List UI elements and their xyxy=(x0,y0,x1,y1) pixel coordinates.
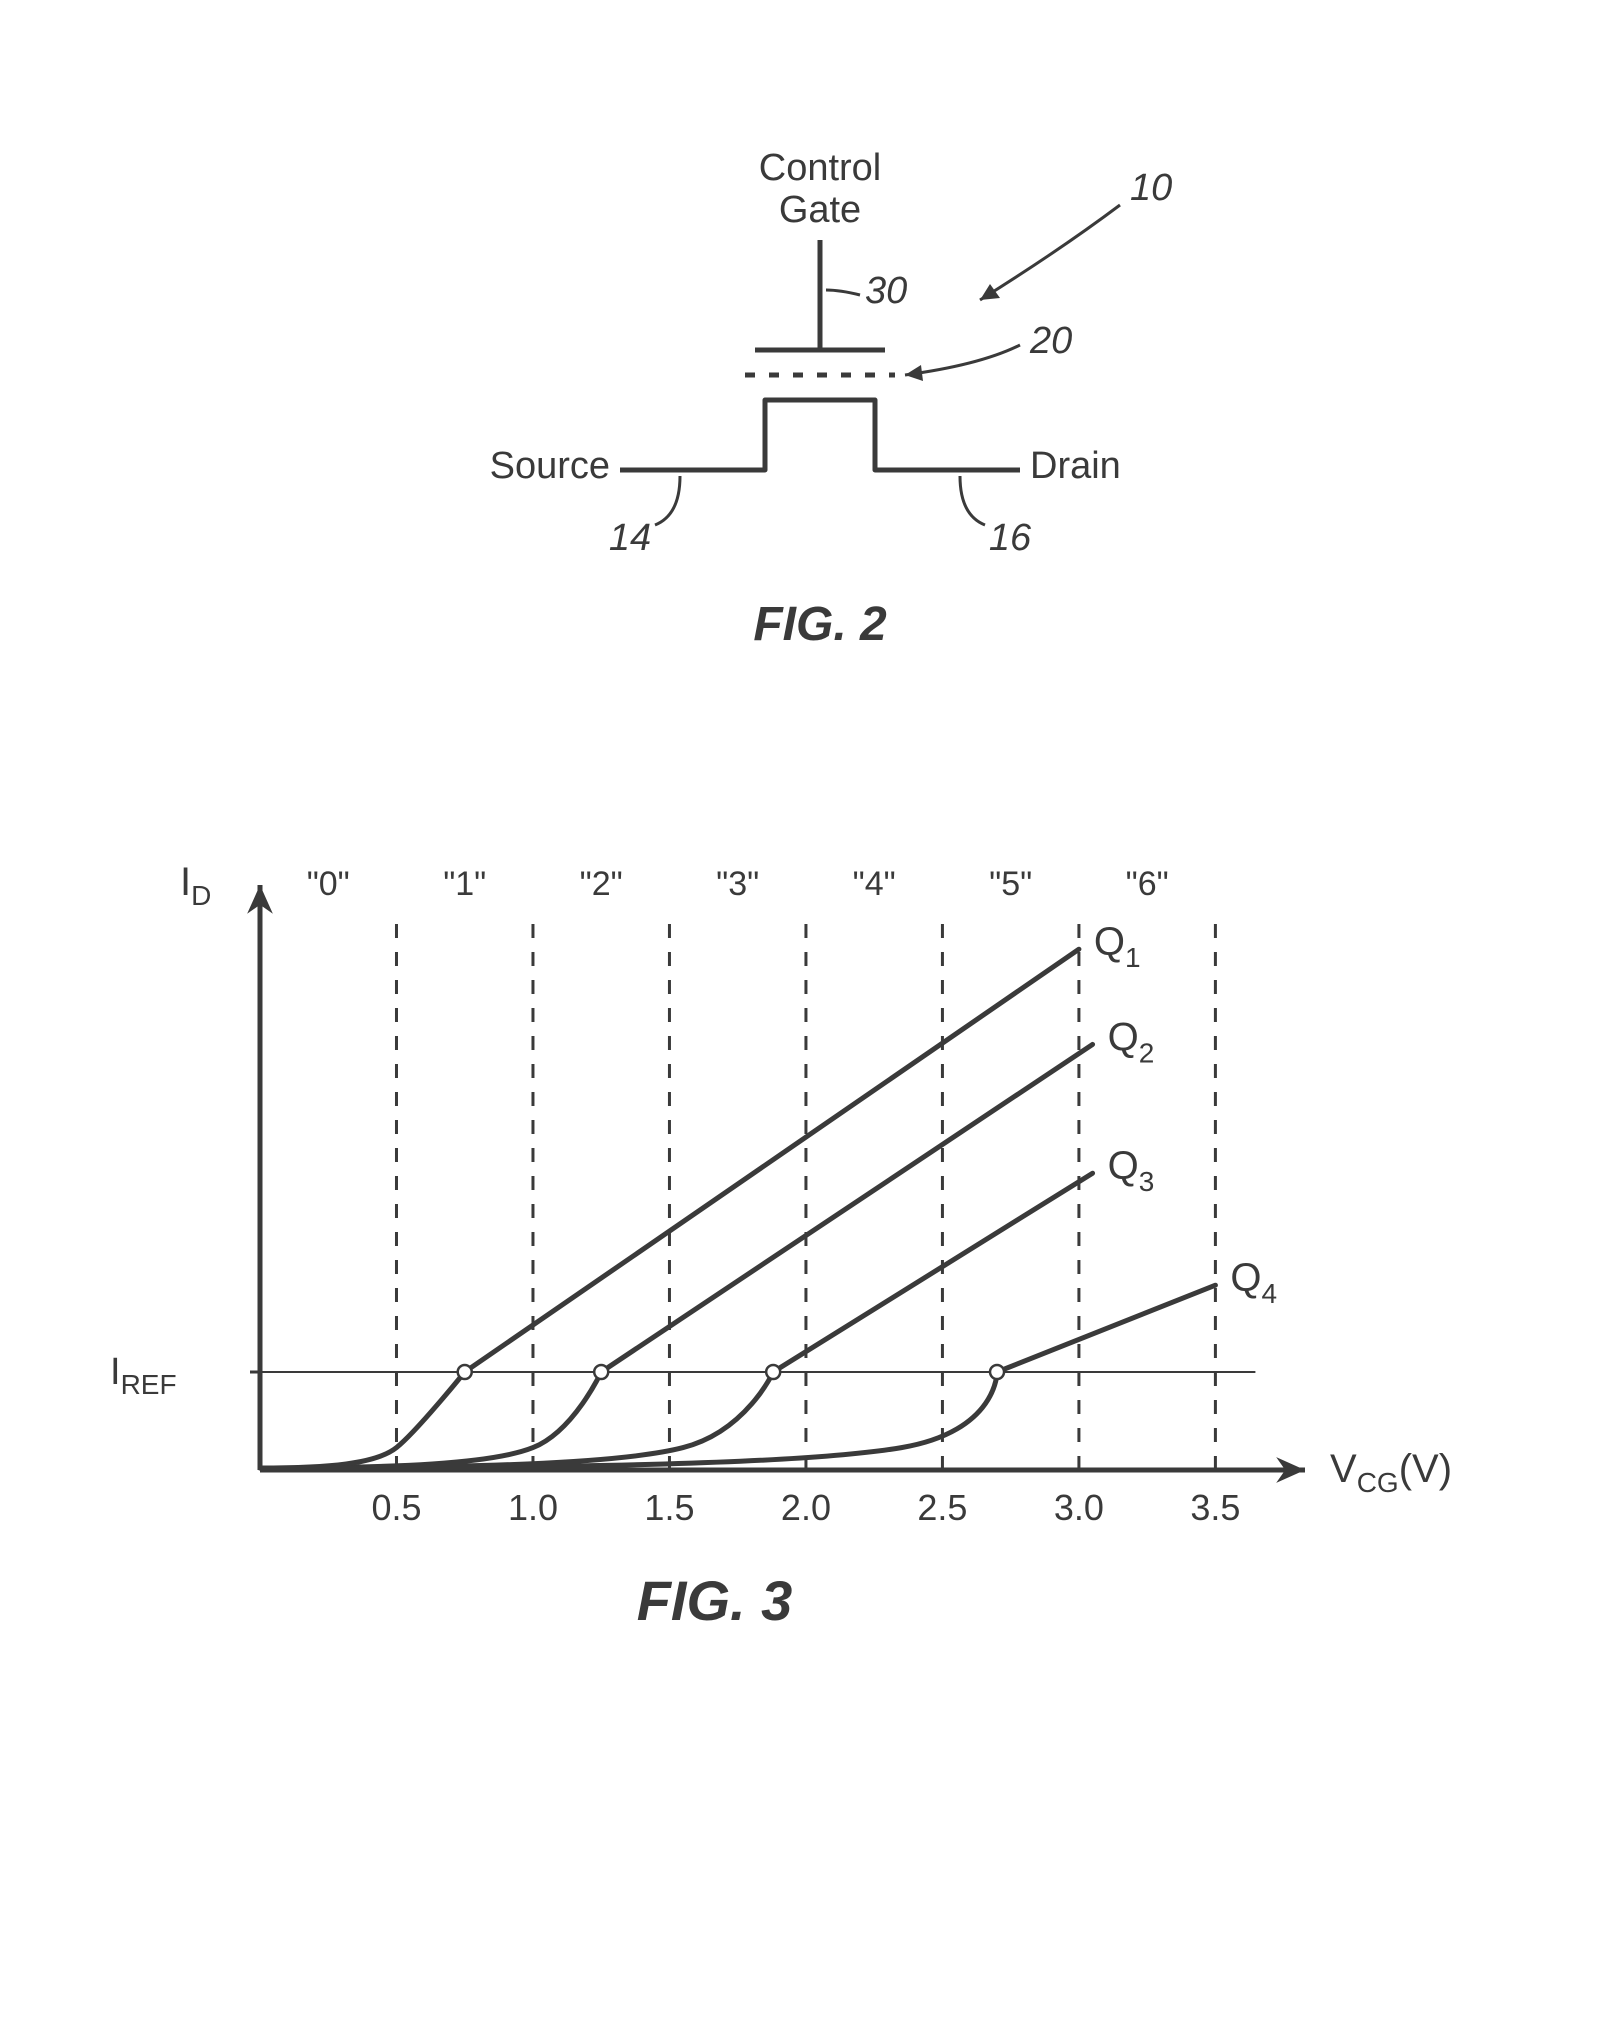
ref-16-leader xyxy=(960,476,985,525)
fig2-caption: FIG. 2 xyxy=(753,598,887,651)
transistor-body xyxy=(620,400,1020,470)
ref-10: 10 xyxy=(1130,167,1172,209)
x-tick-1.5: 1.5 xyxy=(644,1487,694,1528)
ref-14: 14 xyxy=(609,517,651,559)
state-label-6: "6" xyxy=(1126,865,1169,903)
y-axis-label: ID xyxy=(180,860,211,911)
ref-14-leader xyxy=(655,476,680,525)
x-tick-3.5: 3.5 xyxy=(1190,1487,1240,1528)
state-label-5: "5" xyxy=(989,865,1032,903)
x-tick-2.5: 2.5 xyxy=(917,1487,967,1528)
x-tick-1: 1.0 xyxy=(508,1487,558,1528)
state-label-0: "0" xyxy=(307,865,350,903)
source-label: Source xyxy=(490,445,610,487)
ref-20-arrowhead xyxy=(905,365,923,381)
fig2-svg: ControlGate Source Drain 10 30 20 14 16 FIG. 2 xyxy=(0,0,1605,700)
ref-10-arrowhead xyxy=(980,284,1000,300)
marker-Q4 xyxy=(990,1365,1004,1379)
curve-Q2 xyxy=(260,1044,1093,1468)
x-tick-2: 2.0 xyxy=(781,1487,831,1528)
ref-20-leader xyxy=(905,345,1020,375)
fig3-svg: 0.5 1.0 1.5 2.0 2.5 3.0 3.5 "0" "1" "2" "3" "4" "5" "… xyxy=(0,830,1605,1830)
curve-label-Q4: Q4 xyxy=(1230,1256,1277,1309)
curve-label-Q1: Q1 xyxy=(1094,920,1141,973)
x-tick-0.5: 0.5 xyxy=(371,1487,421,1528)
state-label-2: "2" xyxy=(580,865,623,903)
ref-10-leader xyxy=(980,205,1120,300)
state-label-1: "1" xyxy=(443,865,486,903)
curve-label-Q2: Q2 xyxy=(1108,1015,1155,1068)
ref-16: 16 xyxy=(989,517,1032,559)
ref-30-leader xyxy=(826,290,860,295)
x-tick-3: 3.0 xyxy=(1054,1487,1104,1528)
curve-label-Q3: Q3 xyxy=(1108,1144,1155,1197)
control-gate-label: ControlGate xyxy=(759,147,882,231)
marker-Q2 xyxy=(594,1365,608,1379)
state-label-4: "4" xyxy=(853,865,896,903)
drain-label: Drain xyxy=(1030,445,1121,487)
marker-Q1 xyxy=(458,1365,472,1379)
marker-Q3 xyxy=(766,1365,780,1379)
fig3-caption: FIG. 3 xyxy=(637,1569,793,1632)
iref-label: IREF xyxy=(110,1351,177,1400)
x-axis-label: VCG(V) xyxy=(1330,1447,1452,1498)
state-label-3: "3" xyxy=(716,865,759,903)
ref-30: 30 xyxy=(865,270,907,312)
ref-20: 20 xyxy=(1029,320,1072,362)
